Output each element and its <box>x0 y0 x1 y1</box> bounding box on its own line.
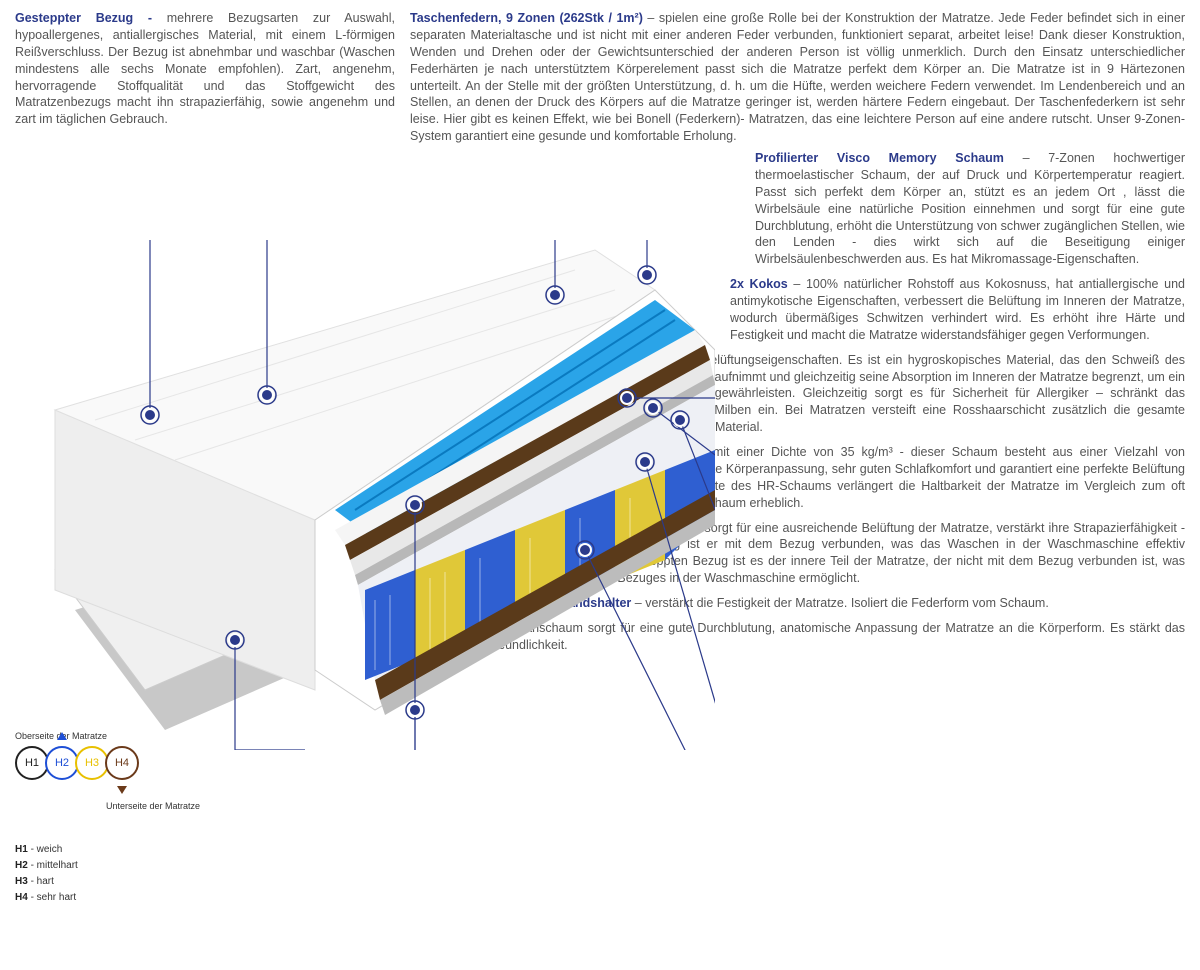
arrow-down-icon <box>117 786 127 794</box>
section-title: 2x Kokos <box>730 277 788 291</box>
callout-dot-icon <box>549 289 561 301</box>
bezug-title: Gesteppter Bezug - <box>15 11 167 25</box>
hardness-circle: H2 <box>45 746 79 780</box>
hardness-row: H2 - mittelhart <box>15 858 215 874</box>
hardness-circle: H4 <box>105 746 139 780</box>
layer-section: 2x Kokos – 100% natürlicher Rohstoff aus… <box>730 276 1185 344</box>
hardness-circle: H3 <box>75 746 109 780</box>
callout-dot-icon <box>409 704 421 716</box>
callout-dot-icon <box>579 544 591 556</box>
callout-dot-icon <box>144 409 156 421</box>
section-text: – 7-Zonen hochwertiger thermoelastischer… <box>755 151 1185 266</box>
callout-dot-icon <box>621 392 633 404</box>
callout-dot-icon <box>639 456 651 468</box>
callout-dot-icon <box>229 634 241 646</box>
bezug-text: mehrere Bezugsarten zur Auswahl, hypoall… <box>15 11 395 126</box>
hardness-legend: Oberseite der Matratze H1H2H3H4 Untersei… <box>15 730 215 906</box>
federn-title: Taschenfedern, 9 Zonen (262Stk / 1m²) <box>410 11 647 25</box>
hardness-row: H1 - weich <box>15 842 215 858</box>
hardness-row: H3 - hart <box>15 874 215 890</box>
callout-dot-icon <box>674 414 686 426</box>
middle-area: Oberseite der Matratze H1H2H3H4 Untersei… <box>15 150 1185 662</box>
arrow-up-icon <box>57 732 67 740</box>
callout-dot-icon <box>261 389 273 401</box>
federn-block: Taschenfedern, 9 Zonen (262Stk / 1m²) – … <box>410 10 1185 145</box>
federn-text: – spielen eine große Rolle bei der Konst… <box>410 11 1185 143</box>
hardness-circles: H1H2H3H4 <box>15 746 215 780</box>
callout-dot-icon <box>647 402 659 414</box>
mattress-diagram <box>15 210 715 750</box>
callout-dot-icon <box>641 269 653 281</box>
bezug-block: Gesteppter Bezug - mehrere Bezugsarten z… <box>15 10 395 145</box>
section-text: – 100% natürlicher Rohstoff aus Kokosnus… <box>730 277 1185 342</box>
legend-bottom-label: Unterseite der Matratze <box>15 800 200 812</box>
diagram-zone: Oberseite der Matratze H1H2H3H4 Untersei… <box>15 150 305 662</box>
layer-section: Profilierter Visco Memory Schaum – 7-Zon… <box>755 150 1185 268</box>
hardness-list: H1 - weichH2 - mittelhartH3 - hartH4 - s… <box>15 842 215 906</box>
top-columns: Gesteppter Bezug - mehrere Bezugsarten z… <box>15 10 1185 145</box>
hardness-row: H4 - sehr hart <box>15 890 215 906</box>
legend-top-label: Oberseite der Matratze <box>15 730 215 742</box>
section-title: Profilierter Visco Memory Schaum <box>755 151 1004 165</box>
hardness-circle: H1 <box>15 746 49 780</box>
callout-dot-icon <box>409 499 421 511</box>
